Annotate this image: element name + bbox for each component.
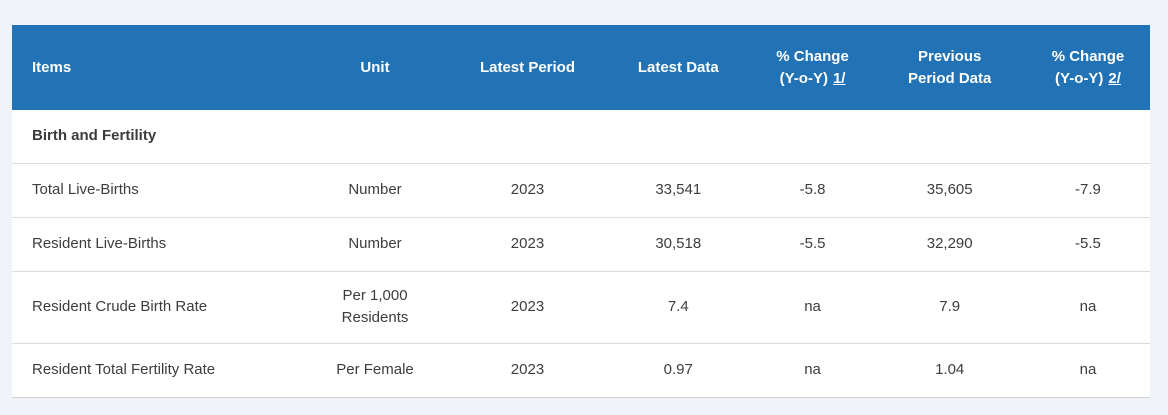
cell-latest-data: 7.4 xyxy=(604,270,752,343)
table-row: Resident Total Fertility Rate Per Female… xyxy=(12,342,1150,397)
cell-latest-period: 2023 xyxy=(450,216,605,271)
cell-latest-data: 30,518 xyxy=(604,216,752,271)
cell-pct-change-2: -7.9 xyxy=(1025,162,1150,217)
column-header-label: Unit xyxy=(360,58,390,76)
column-header-pct-change-1: % Change (Y-o-Y) 1/ xyxy=(751,25,874,110)
cell-pct-change-2: na xyxy=(1025,270,1150,343)
column-header-label: (Y-o-Y) xyxy=(1055,69,1104,87)
column-header-label: (Y-o-Y) xyxy=(779,69,828,87)
column-header-line1: % Change xyxy=(1051,47,1125,65)
footnote-2-link[interactable]: 2/ xyxy=(1108,69,1121,87)
cell-pct-change-1: na xyxy=(751,270,874,343)
cell-latest-data: 33,541 xyxy=(604,162,752,217)
cell-pct-change-2: na xyxy=(1025,342,1150,397)
cell-unit: Per Female xyxy=(299,342,451,397)
cell-previous-period-data: 1.04 xyxy=(873,342,1026,397)
column-header-line2: (Y-o-Y) 1/ xyxy=(760,68,866,90)
column-header-line2: Period Data xyxy=(908,69,992,87)
column-header-previous-period-data: Previous Period Data xyxy=(873,25,1026,110)
column-header-line1: % Change xyxy=(776,47,849,65)
cell-pct-change-1: -5.5 xyxy=(751,216,874,271)
column-header-pct-change-2: % Change (Y-o-Y) 2/ xyxy=(1025,25,1150,110)
indicators-table-container: Items Unit Latest Period Latest Data % C… xyxy=(12,25,1150,398)
cell-item: Total Live-Births xyxy=(12,162,300,217)
table-row: Resident Live-Births Number 2023 30,518 … xyxy=(12,216,1150,271)
cell-previous-period-data: 35,605 xyxy=(873,162,1026,217)
section-title: Birth and Fertility xyxy=(12,110,1150,163)
footnote-1-link[interactable]: 1/ xyxy=(832,69,846,87)
cell-unit: Number xyxy=(299,162,451,217)
column-header-items: Items xyxy=(12,25,300,110)
cell-latest-period: 2023 xyxy=(450,342,605,397)
cell-pct-change-1: na xyxy=(751,342,874,397)
table-row: Resident Crude Birth Rate Per 1,000 Resi… xyxy=(12,270,1150,343)
cell-latest-period: 2023 xyxy=(450,162,605,217)
table-row: Total Live-Births Number 2023 33,541 -5.… xyxy=(12,162,1150,217)
section-row-birth-and-fertility: Birth and Fertility xyxy=(12,110,1150,163)
column-header-line1: Previous xyxy=(917,47,982,65)
cell-item: Resident Crude Birth Rate xyxy=(12,270,300,343)
table-body: Birth and Fertility Total Live-Births Nu… xyxy=(12,110,1150,397)
cell-item: Resident Live-Births xyxy=(12,216,300,271)
cell-previous-period-data: 7.9 xyxy=(873,270,1026,343)
column-header-latest-data: Latest Data xyxy=(604,25,752,110)
cell-unit: Per 1,000 Residents xyxy=(299,270,451,343)
key-indicators-table: Items Unit Latest Period Latest Data % C… xyxy=(12,25,1150,398)
cell-unit: Number xyxy=(299,216,451,271)
cell-previous-period-data: 32,290 xyxy=(873,216,1026,271)
header-row: Items Unit Latest Period Latest Data % C… xyxy=(12,25,1150,110)
column-header-label: Latest Period xyxy=(479,58,575,76)
column-header-label: Items xyxy=(32,58,72,76)
column-header-latest-period: Latest Period xyxy=(450,25,605,110)
cell-latest-period: 2023 xyxy=(450,270,605,343)
column-header-unit: Unit xyxy=(299,25,451,110)
cell-item: Resident Total Fertility Rate xyxy=(12,342,300,397)
column-header-line2: (Y-o-Y) 2/ xyxy=(1034,68,1142,90)
cell-pct-change-2: -5.5 xyxy=(1025,216,1150,271)
cell-pct-change-1: -5.8 xyxy=(751,162,874,217)
cell-latest-data: 0.97 xyxy=(604,342,752,397)
table-header: Items Unit Latest Period Latest Data % C… xyxy=(12,25,1150,110)
column-header-label: Latest Data xyxy=(637,58,719,76)
